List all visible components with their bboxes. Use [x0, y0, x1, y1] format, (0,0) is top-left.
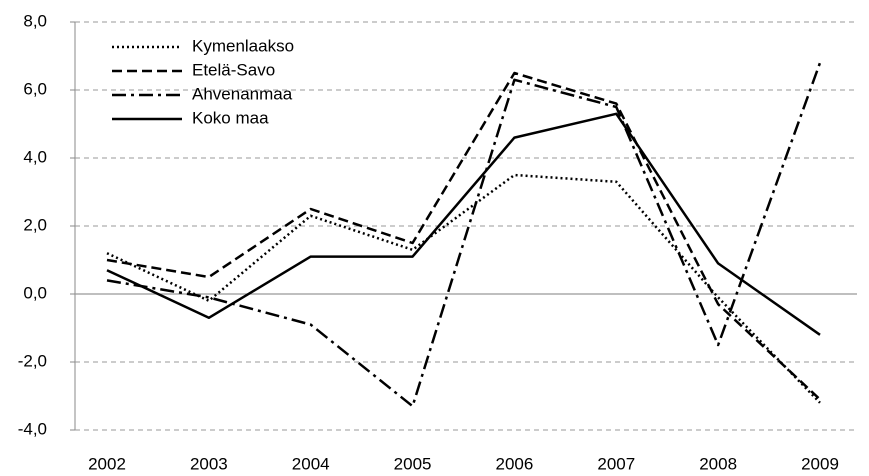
x-tick-label: 2009 — [801, 454, 839, 473]
y-tick-label: 8,0 — [23, 11, 47, 30]
x-tick-label: 2007 — [597, 454, 635, 473]
x-tick-label: 2008 — [699, 454, 737, 473]
series-line — [106, 112, 821, 336]
x-tick-label: 2003 — [190, 454, 228, 473]
x-tick-label: 2002 — [88, 454, 126, 473]
y-tick-label: 6,0 — [23, 79, 47, 98]
legend-label: Koko maa — [192, 108, 269, 127]
series-line — [106, 173, 821, 404]
y-tick-label: 0,0 — [23, 283, 47, 302]
legend-label: Ahvenanmaa — [192, 84, 293, 103]
y-tick-label: -4,0 — [18, 419, 47, 438]
x-tick-label: 2006 — [496, 454, 534, 473]
x-tick-label: 2004 — [292, 454, 330, 473]
y-tick-label: 4,0 — [23, 147, 47, 166]
series-line — [106, 71, 821, 401]
y-tick-label: -2,0 — [18, 351, 47, 370]
legend-label: Kymenlaakso — [192, 36, 294, 55]
legend-label: Etelä-Savo — [192, 60, 275, 79]
series-line — [106, 62, 822, 408]
x-tick-label: 2005 — [394, 454, 432, 473]
y-tick-label: 2,0 — [23, 215, 47, 234]
